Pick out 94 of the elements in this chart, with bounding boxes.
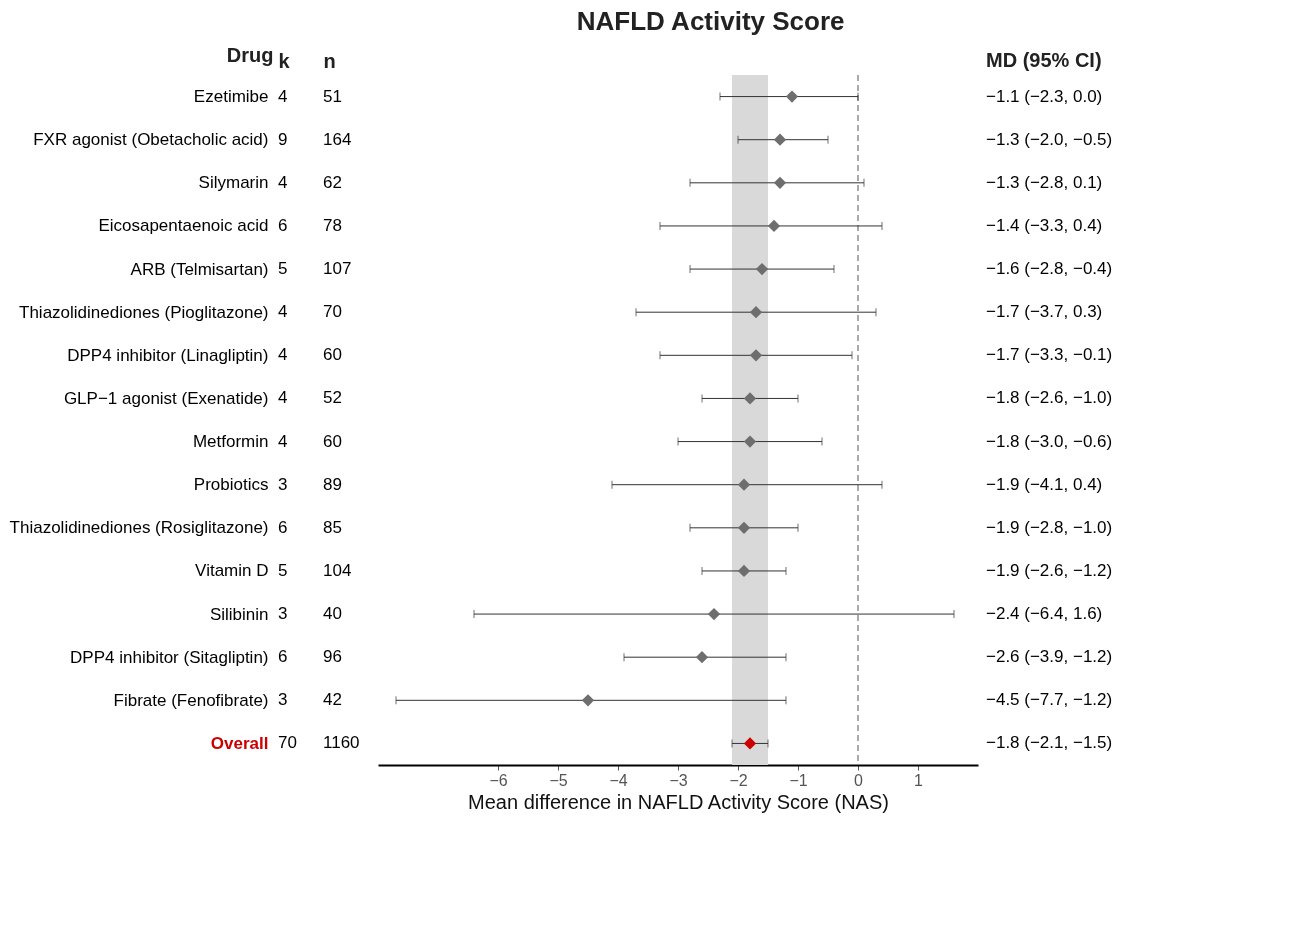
y-tick-label: Thiazolidinediones (Pioglitazone) xyxy=(19,302,269,322)
text: 4 xyxy=(278,172,288,192)
x-axis-title: Mean difference in NAFLD Activity Score (NAS) xyxy=(468,790,889,813)
text: −1.3 (−2.0, −0.5) xyxy=(986,129,1113,149)
text: 6 xyxy=(278,215,288,235)
text: −4.5 (−7.7, −1.2) xyxy=(986,690,1113,710)
text: 1160 xyxy=(323,733,360,753)
y-tick-label: Fibrate (Fenofibrate) xyxy=(113,690,269,710)
y-tick-label: Thiazolidinediones (Rosiglitazone) xyxy=(9,518,269,538)
text: 4 xyxy=(278,388,288,408)
text: −1.7 (−3.3, −0.1) xyxy=(986,345,1113,365)
text: −1.8 (−2.6, −1.0) xyxy=(986,388,1113,408)
text: 104 xyxy=(323,560,352,580)
text: 60 xyxy=(323,431,342,451)
point xyxy=(707,607,721,621)
text: 4 xyxy=(278,302,288,322)
y-tick-label: Metformin xyxy=(192,432,269,452)
text: 70 xyxy=(278,733,297,753)
y-tick-label: DPP4 inhibitor (Sitagliptin) xyxy=(70,647,269,667)
text: 6 xyxy=(278,647,288,667)
text: 60 xyxy=(323,345,342,365)
text: −1.3 (−2.8, 0.1) xyxy=(986,172,1103,192)
text: 3 xyxy=(278,604,288,624)
text: −2.6 (−3.9, −1.2) xyxy=(986,647,1113,667)
text: −1.8 (−3.0, −0.6) xyxy=(986,431,1113,451)
point xyxy=(737,521,751,534)
text: 5 xyxy=(278,560,288,580)
y-tick-label: Silymarin xyxy=(198,173,269,193)
text: 96 xyxy=(323,647,342,667)
y-tick-label: ARB (Telmisartan) xyxy=(130,259,269,279)
x-tick-label: 1 xyxy=(914,771,924,789)
point xyxy=(743,392,757,405)
point xyxy=(749,306,763,319)
text: 4 xyxy=(278,431,288,451)
point xyxy=(695,651,709,664)
x-tick-label: −3 xyxy=(669,771,688,789)
text: 6 xyxy=(278,517,288,537)
text: 70 xyxy=(323,302,342,322)
text: 62 xyxy=(323,172,342,192)
text: −1.9 (−2.8, −1.0) xyxy=(986,517,1113,537)
point xyxy=(773,176,787,189)
text: MD (95% CI) xyxy=(986,49,1102,71)
text: 85 xyxy=(323,517,342,537)
y-tick-label: GLP−1 agonist (Exenatide) xyxy=(63,388,269,408)
point xyxy=(581,694,595,707)
point xyxy=(743,737,757,750)
y-tick-label: FXR agonist (Obetacholic acid) xyxy=(33,130,269,150)
y-tick-label: Vitamin D xyxy=(195,561,269,581)
point xyxy=(785,90,799,103)
y-tick-label: Overall xyxy=(210,733,269,753)
text: 78 xyxy=(323,215,342,235)
y-tick-label: Eicosapentaenoic acid xyxy=(98,216,269,236)
y-axis-title: Drug xyxy=(226,43,274,66)
y-tick-label: DPP4 inhibitor (Linagliptin) xyxy=(67,345,269,365)
text: 3 xyxy=(278,474,288,494)
point xyxy=(737,564,751,578)
x-tick-label: −1 xyxy=(789,771,808,789)
text: −1.4 (−3.3, 0.4) xyxy=(986,215,1103,235)
x-tick-label: −2 xyxy=(729,771,748,789)
y-tick-label: Silibinin xyxy=(209,604,269,624)
text: 42 xyxy=(323,690,342,710)
text: −1.9 (−2.6, −1.2) xyxy=(986,560,1113,580)
text: −1.8 (−2.1, −1.5) xyxy=(986,733,1113,753)
text: 3 xyxy=(278,690,288,710)
text: −1.7 (−3.7, 0.3) xyxy=(986,302,1103,322)
text: n xyxy=(323,49,336,72)
point xyxy=(743,435,757,448)
text: −1.9 (−4.1, 0.4) xyxy=(986,474,1103,494)
text: 107 xyxy=(323,259,352,279)
chart-title: NAFLD Activity Score xyxy=(576,6,845,36)
point xyxy=(737,478,751,491)
text: k xyxy=(278,49,291,72)
text: 9 xyxy=(278,129,288,149)
point xyxy=(749,349,763,362)
text: 4 xyxy=(278,345,288,365)
text: 40 xyxy=(323,604,342,624)
text: 51 xyxy=(323,86,342,106)
text: 164 xyxy=(323,129,352,149)
text: 4 xyxy=(278,86,288,106)
text: 52 xyxy=(323,388,342,408)
text: 89 xyxy=(323,474,342,494)
x-tick-label: −5 xyxy=(549,771,568,789)
text: −1.6 (−2.8, −0.4) xyxy=(986,259,1113,279)
x-tick-label: −6 xyxy=(489,771,508,789)
point xyxy=(773,133,787,146)
text: −1.1 (−2.3, 0.0) xyxy=(986,86,1103,106)
x-tick-label: −4 xyxy=(609,771,628,789)
point xyxy=(755,262,769,276)
point xyxy=(767,219,781,233)
y-tick-label: Ezetimibe xyxy=(193,87,269,107)
y-tick-label: Probiotics xyxy=(193,475,269,495)
text: −2.4 (−6.4, 1.6) xyxy=(986,604,1103,624)
x-tick-label: 0 xyxy=(854,771,864,789)
text: 5 xyxy=(278,259,288,279)
